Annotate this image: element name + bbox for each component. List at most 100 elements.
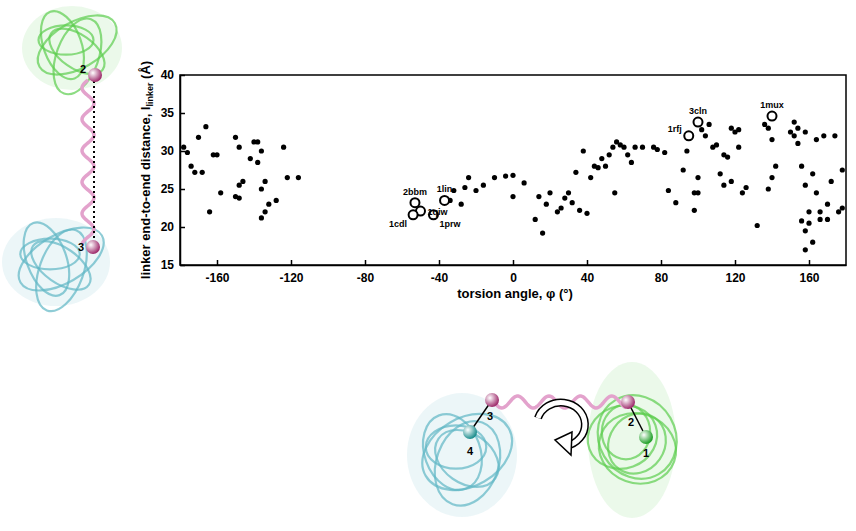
x-tick-mark [587,260,589,265]
point [740,190,745,195]
point [695,175,700,180]
point [695,190,700,195]
x-tick: 80 [655,260,669,285]
y-tick-mark [180,151,185,153]
point [836,209,841,214]
x-tick-mark [439,260,441,265]
pdb-label: 2bbm [403,187,427,197]
green-domain [22,3,126,100]
x-tick: 160 [799,260,819,285]
figure: 231234-160-120-80-4004080120160152025303… [0,0,856,531]
cyan-domain [2,215,114,318]
y-tick-mark [180,75,185,77]
point [588,175,593,180]
y-tick: 15 [161,258,185,272]
point [721,183,726,188]
point [799,218,804,223]
highlighted-point [768,112,777,121]
point [769,175,774,180]
point [259,215,264,220]
x-tick: 0 [510,260,517,285]
point [806,221,811,226]
point [577,208,582,213]
point [832,133,837,138]
y-tick-mark [180,265,185,267]
y-tick-label: 35 [161,106,175,120]
ribbon [423,412,511,515]
point [584,211,589,216]
point [596,165,601,170]
pdb-label: 1lin [437,184,453,194]
highlighted-point [410,198,419,207]
point [255,160,260,165]
point [196,135,201,140]
point [840,167,845,172]
point [810,240,815,245]
rotation-arrow-head [555,432,572,455]
point [555,209,560,214]
point [603,164,608,169]
point [536,194,541,199]
point [744,185,749,190]
ribbon [409,399,526,506]
x-tick-label: -80 [357,271,375,285]
highlighted-point [684,131,693,140]
point [769,137,774,142]
point [566,190,571,195]
x-tick-mark [513,260,515,265]
point [481,183,486,188]
point [803,228,808,233]
y-tick-mark [180,227,185,229]
point [755,223,760,228]
point [466,175,471,180]
y-axis-title-part: linker end-to-end distance, l [138,107,153,280]
x-tick-mark [735,260,737,265]
highlighted-point [694,118,703,127]
y-tick-label: 25 [161,182,175,196]
x-tick-mark [365,260,367,265]
point [559,205,564,210]
x-tick: -120 [279,260,303,285]
pdb-label: 1mux [760,100,784,110]
point [825,202,830,207]
pdb-label: 1rfj [668,124,682,134]
point [829,179,834,184]
point [818,217,823,222]
point [570,200,575,205]
ribbon [589,402,686,494]
atom-sphere [86,240,100,254]
atom-sphere [463,425,477,439]
point [266,202,271,207]
point [803,183,808,188]
point [562,196,567,201]
point [655,147,660,152]
point [214,152,219,157]
atom-sphere [88,68,102,82]
atom-sphere [639,430,653,444]
x-tick-label: -120 [279,271,303,285]
ribbon [596,402,677,485]
pdb-label: 1qiw [428,207,449,217]
ribbon [583,381,692,494]
point [189,164,194,169]
x-tick: 120 [725,260,745,285]
y-tick: 20 [161,220,185,234]
x-tick-label: 120 [725,271,745,285]
point [263,209,268,214]
point [806,209,811,214]
domain-shade [588,362,676,518]
point [766,186,771,191]
point [237,183,242,188]
point [625,152,630,157]
y-tick-label: 15 [161,258,175,272]
point [207,209,212,214]
point [510,194,515,199]
x-tick-mark [661,260,663,265]
point [237,145,242,150]
point [762,122,767,127]
point [281,145,286,150]
point [729,179,734,184]
x-tick-label: 40 [581,271,595,285]
y-axis-title: linker end-to-end distance, llinker (Å) [138,61,155,279]
x-tick: 40 [581,260,595,285]
